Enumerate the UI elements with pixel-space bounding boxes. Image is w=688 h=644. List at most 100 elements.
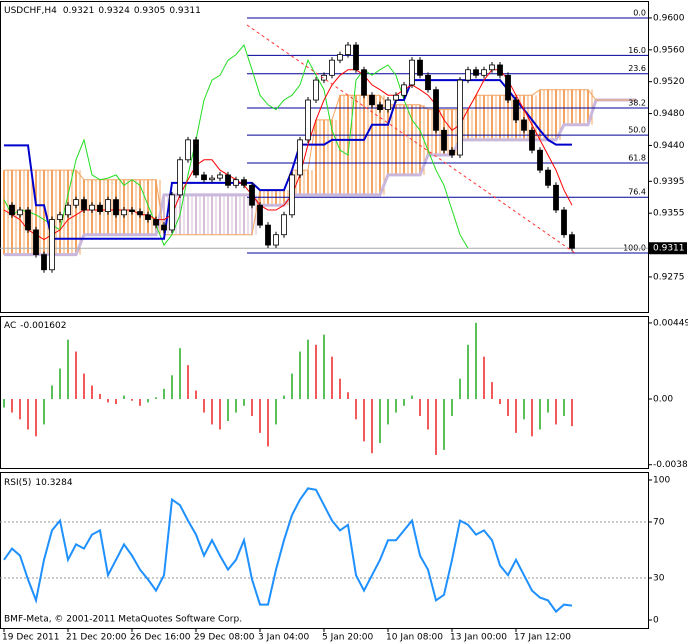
candle bbox=[385, 99, 391, 110]
low: 0.9305 bbox=[134, 6, 166, 16]
candle bbox=[9, 204, 15, 216]
x-tick-label: 17 Jan 12:00 bbox=[514, 633, 571, 643]
chikou-line bbox=[3, 43, 469, 249]
rsi-line bbox=[3, 487, 573, 614]
x-tick-label: 3 Jan 04:00 bbox=[258, 633, 310, 643]
candle bbox=[345, 44, 351, 55]
candle bbox=[161, 224, 167, 231]
ac-current: -0.001602 bbox=[20, 321, 66, 331]
rsi-current: 10.3284 bbox=[35, 478, 72, 488]
candle bbox=[449, 149, 455, 156]
y-tick-label: 0.00 bbox=[653, 395, 673, 405]
fib-label: 16.0 bbox=[628, 46, 646, 55]
candle bbox=[25, 209, 31, 231]
candle bbox=[49, 219, 55, 271]
candle bbox=[185, 139, 191, 161]
candle bbox=[473, 69, 479, 76]
candle bbox=[337, 54, 343, 61]
candle bbox=[361, 69, 367, 96]
candle bbox=[465, 69, 471, 81]
candle bbox=[233, 179, 239, 186]
candle bbox=[353, 44, 359, 71]
candle bbox=[425, 74, 431, 91]
y-tick-label: 30 bbox=[653, 574, 665, 584]
high: 0.9324 bbox=[98, 6, 130, 16]
candle bbox=[129, 209, 135, 212]
y-tick-label: -0.00388 bbox=[653, 460, 688, 470]
trend-line bbox=[246, 24, 576, 254]
candle bbox=[97, 204, 103, 212]
candle bbox=[329, 59, 335, 76]
candle bbox=[145, 214, 151, 220]
rsi-plot bbox=[0, 487, 648, 614]
candle bbox=[457, 79, 463, 156]
candle bbox=[73, 199, 79, 206]
y-tick-label: 0.9480 bbox=[653, 109, 685, 119]
y-tick-label: 0.9520 bbox=[653, 77, 685, 87]
fib-label: 0.0 bbox=[633, 8, 646, 17]
candle bbox=[409, 59, 415, 86]
candle bbox=[169, 194, 175, 231]
ac-title: AC bbox=[4, 321, 16, 331]
span-a-line bbox=[4, 89, 636, 236]
candle bbox=[273, 234, 279, 246]
candle bbox=[225, 174, 231, 186]
candle bbox=[217, 174, 223, 179]
candle bbox=[265, 224, 271, 246]
candle bbox=[113, 199, 119, 216]
candle bbox=[521, 119, 527, 131]
candle bbox=[33, 229, 39, 256]
candle bbox=[497, 64, 503, 76]
x-tick-label: 13 Jan 00:00 bbox=[450, 633, 507, 643]
x-tick-label: 19 Dec 2011 bbox=[2, 633, 60, 643]
candle bbox=[65, 204, 71, 216]
candle bbox=[121, 209, 127, 216]
candle bbox=[393, 94, 399, 101]
candle bbox=[489, 64, 495, 71]
candle bbox=[257, 204, 263, 226]
candle bbox=[249, 184, 255, 206]
fib-label: 50.0 bbox=[628, 126, 646, 135]
candle bbox=[369, 94, 375, 106]
candle bbox=[433, 89, 439, 131]
main-header: USDCHF,H4 0.9321 0.9324 0.9305 0.9311 bbox=[4, 6, 201, 16]
x-tick-label: 21 Dec 20:00 bbox=[66, 633, 127, 643]
candle bbox=[513, 99, 519, 121]
y-tick-label: 0.9560 bbox=[653, 45, 685, 55]
fib-label: 76.4 bbox=[628, 188, 646, 197]
candle bbox=[313, 79, 319, 101]
y-tick-label: 0.00449 bbox=[653, 318, 688, 328]
candle bbox=[137, 211, 143, 216]
candle bbox=[57, 214, 63, 220]
candle bbox=[209, 177, 215, 181]
candle bbox=[305, 99, 311, 141]
y-tick-label: 0.9440 bbox=[653, 141, 685, 151]
kijun-line bbox=[4, 79, 572, 240]
candle bbox=[529, 129, 535, 151]
y-tick-label: 0 bbox=[653, 616, 659, 626]
candle bbox=[177, 159, 183, 196]
rsi-panel bbox=[0, 472, 649, 629]
candle bbox=[481, 69, 487, 76]
candle bbox=[561, 209, 567, 236]
candle bbox=[553, 184, 559, 211]
rsi-title: RSI(5) bbox=[4, 478, 31, 488]
ac-header: AC -0.001602 bbox=[4, 321, 67, 331]
rsi-header: RSI(5) 10.3284 bbox=[4, 478, 73, 488]
y-tick-label: 70 bbox=[653, 517, 665, 527]
candle bbox=[41, 254, 47, 271]
candle bbox=[321, 74, 327, 81]
candle bbox=[441, 129, 447, 151]
candle bbox=[545, 169, 551, 186]
candle bbox=[297, 139, 303, 176]
candle bbox=[537, 149, 543, 171]
axes: 0.9600 0.9560 0.9520 0.9480 0.9440 0.9395 0.93… bbox=[2, 13, 688, 642]
open: 0.9321 bbox=[63, 6, 95, 16]
candle bbox=[417, 59, 423, 76]
candle bbox=[17, 209, 23, 216]
candle bbox=[505, 74, 511, 101]
fib-label: 23.6 bbox=[628, 64, 646, 73]
x-tick-label: 26 Dec 16:00 bbox=[130, 633, 191, 643]
candle bbox=[201, 174, 207, 181]
